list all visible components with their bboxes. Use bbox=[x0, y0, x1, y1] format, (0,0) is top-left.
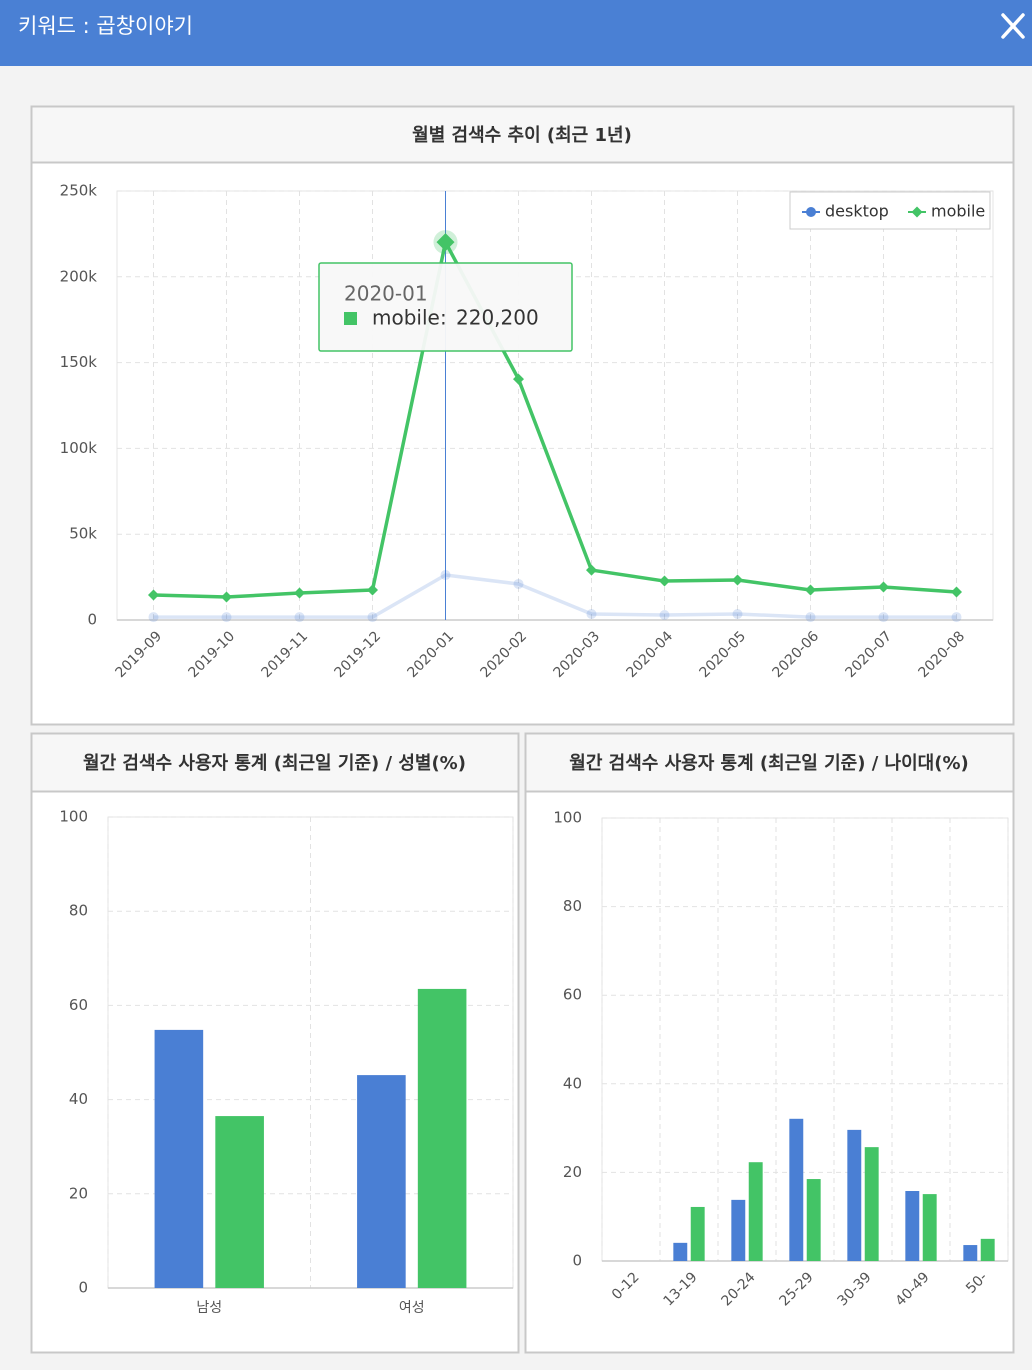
point bbox=[436, 233, 455, 252]
y-tick-label: 20 bbox=[69, 1184, 88, 1202]
bar bbox=[690, 1206, 705, 1261]
point bbox=[440, 570, 451, 581]
chart-title: 월간 검색수 사용자 통계 (최근일 기준) / 나이대(%) bbox=[569, 753, 968, 774]
bar bbox=[215, 1116, 264, 1288]
point bbox=[586, 608, 597, 619]
y-tick-label: 100 bbox=[553, 809, 582, 827]
bar bbox=[748, 1162, 763, 1261]
y-tick-label: 80 bbox=[563, 897, 582, 915]
y-tick-label: 40 bbox=[69, 1090, 88, 1108]
bar bbox=[980, 1238, 995, 1261]
series-line bbox=[153, 573, 957, 619]
point bbox=[221, 612, 232, 623]
y-tick-label: 80 bbox=[69, 902, 88, 920]
point bbox=[951, 586, 962, 598]
y-tick-label: 250k bbox=[60, 182, 98, 200]
bar bbox=[864, 1147, 879, 1261]
bar bbox=[905, 1191, 920, 1261]
bar bbox=[154, 1029, 204, 1288]
tooltip-separator: : bbox=[440, 306, 447, 330]
point bbox=[732, 608, 743, 619]
legend-marker bbox=[911, 206, 923, 218]
point bbox=[878, 581, 889, 593]
y-tick-label: 100k bbox=[60, 439, 98, 457]
header-bar bbox=[0, 0, 1032, 66]
bar bbox=[963, 1245, 978, 1261]
bar bbox=[922, 1194, 937, 1261]
series-line bbox=[153, 240, 957, 599]
chart-panel: 월별 검색수 추이 (최근 1년)050k100k150k200k250k201… bbox=[30, 105, 1015, 726]
point bbox=[878, 612, 889, 623]
bar bbox=[673, 1242, 688, 1261]
y-tick-label: 50k bbox=[69, 525, 97, 543]
bar bbox=[847, 1129, 862, 1261]
panel-title-bar bbox=[32, 107, 1013, 164]
point bbox=[659, 575, 670, 587]
bar bbox=[806, 1179, 821, 1261]
tooltip-swatch bbox=[344, 312, 357, 325]
point bbox=[148, 612, 159, 623]
panel-title-bar bbox=[32, 734, 518, 793]
legend-label: mobile bbox=[931, 202, 985, 221]
legend-box bbox=[789, 191, 991, 230]
bar bbox=[731, 1199, 746, 1261]
close-button[interactable] bbox=[1001, 13, 1025, 39]
point bbox=[513, 373, 524, 385]
y-tick-label: 60 bbox=[563, 986, 582, 1004]
y-tick-label: 0 bbox=[78, 1279, 88, 1297]
tooltip-series: mobile bbox=[372, 306, 440, 330]
tooltip-box bbox=[318, 262, 573, 352]
legend-label: desktop bbox=[825, 202, 889, 221]
point bbox=[513, 578, 524, 589]
y-tick-label: 0 bbox=[572, 1252, 582, 1270]
y-tick-label: 150k bbox=[60, 353, 98, 371]
panel-title-bar bbox=[526, 734, 1013, 793]
chart-title: 월별 검색수 추이 (최근 1년) bbox=[412, 125, 632, 146]
point bbox=[294, 612, 305, 623]
bar bbox=[789, 1118, 804, 1261]
point bbox=[148, 589, 159, 601]
point bbox=[659, 610, 670, 621]
point bbox=[805, 612, 816, 623]
point bbox=[367, 612, 378, 623]
chart-title: 월간 검색수 사용자 통계 (최근일 기준) / 성별(%) bbox=[83, 753, 466, 774]
point bbox=[586, 564, 597, 576]
tooltip-value: 220,200 bbox=[456, 306, 539, 330]
point bbox=[732, 574, 743, 586]
point bbox=[805, 584, 816, 596]
chart-panel: 월간 검색수 사용자 통계 (최근일 기준) / 성별(%) 0 20 40 60 80 1… bbox=[30, 732, 520, 1354]
y-tick-label: 20 bbox=[563, 1163, 582, 1181]
y-tick-label: 0 bbox=[87, 611, 97, 629]
bar bbox=[417, 988, 467, 1288]
chart-panel: 월간 검색수 사용자 통계 (최근일 기준) / 나이대(%) 0 20 40 60 80… bbox=[524, 732, 1015, 1354]
y-tick-label: 40 bbox=[563, 1074, 582, 1092]
y-tick-label: 60 bbox=[69, 996, 88, 1014]
y-tick-label: 100 bbox=[59, 808, 88, 826]
header-title: 키워드 : 곱창이야기 bbox=[18, 14, 193, 38]
close-icon[interactable] bbox=[1001, 13, 1025, 39]
tooltip-category: 2020-01 bbox=[344, 282, 428, 306]
y-tick-label: 200k bbox=[60, 267, 98, 285]
x-tick-label: 남성 bbox=[196, 1300, 222, 1316]
point bbox=[221, 591, 232, 603]
point bbox=[294, 587, 305, 599]
legend-marker bbox=[806, 207, 816, 217]
bar bbox=[357, 1075, 406, 1288]
panel-frame bbox=[524, 732, 1015, 1354]
point bbox=[367, 584, 378, 596]
point bbox=[951, 612, 962, 623]
x-tick-label: 여성 bbox=[399, 1300, 425, 1316]
